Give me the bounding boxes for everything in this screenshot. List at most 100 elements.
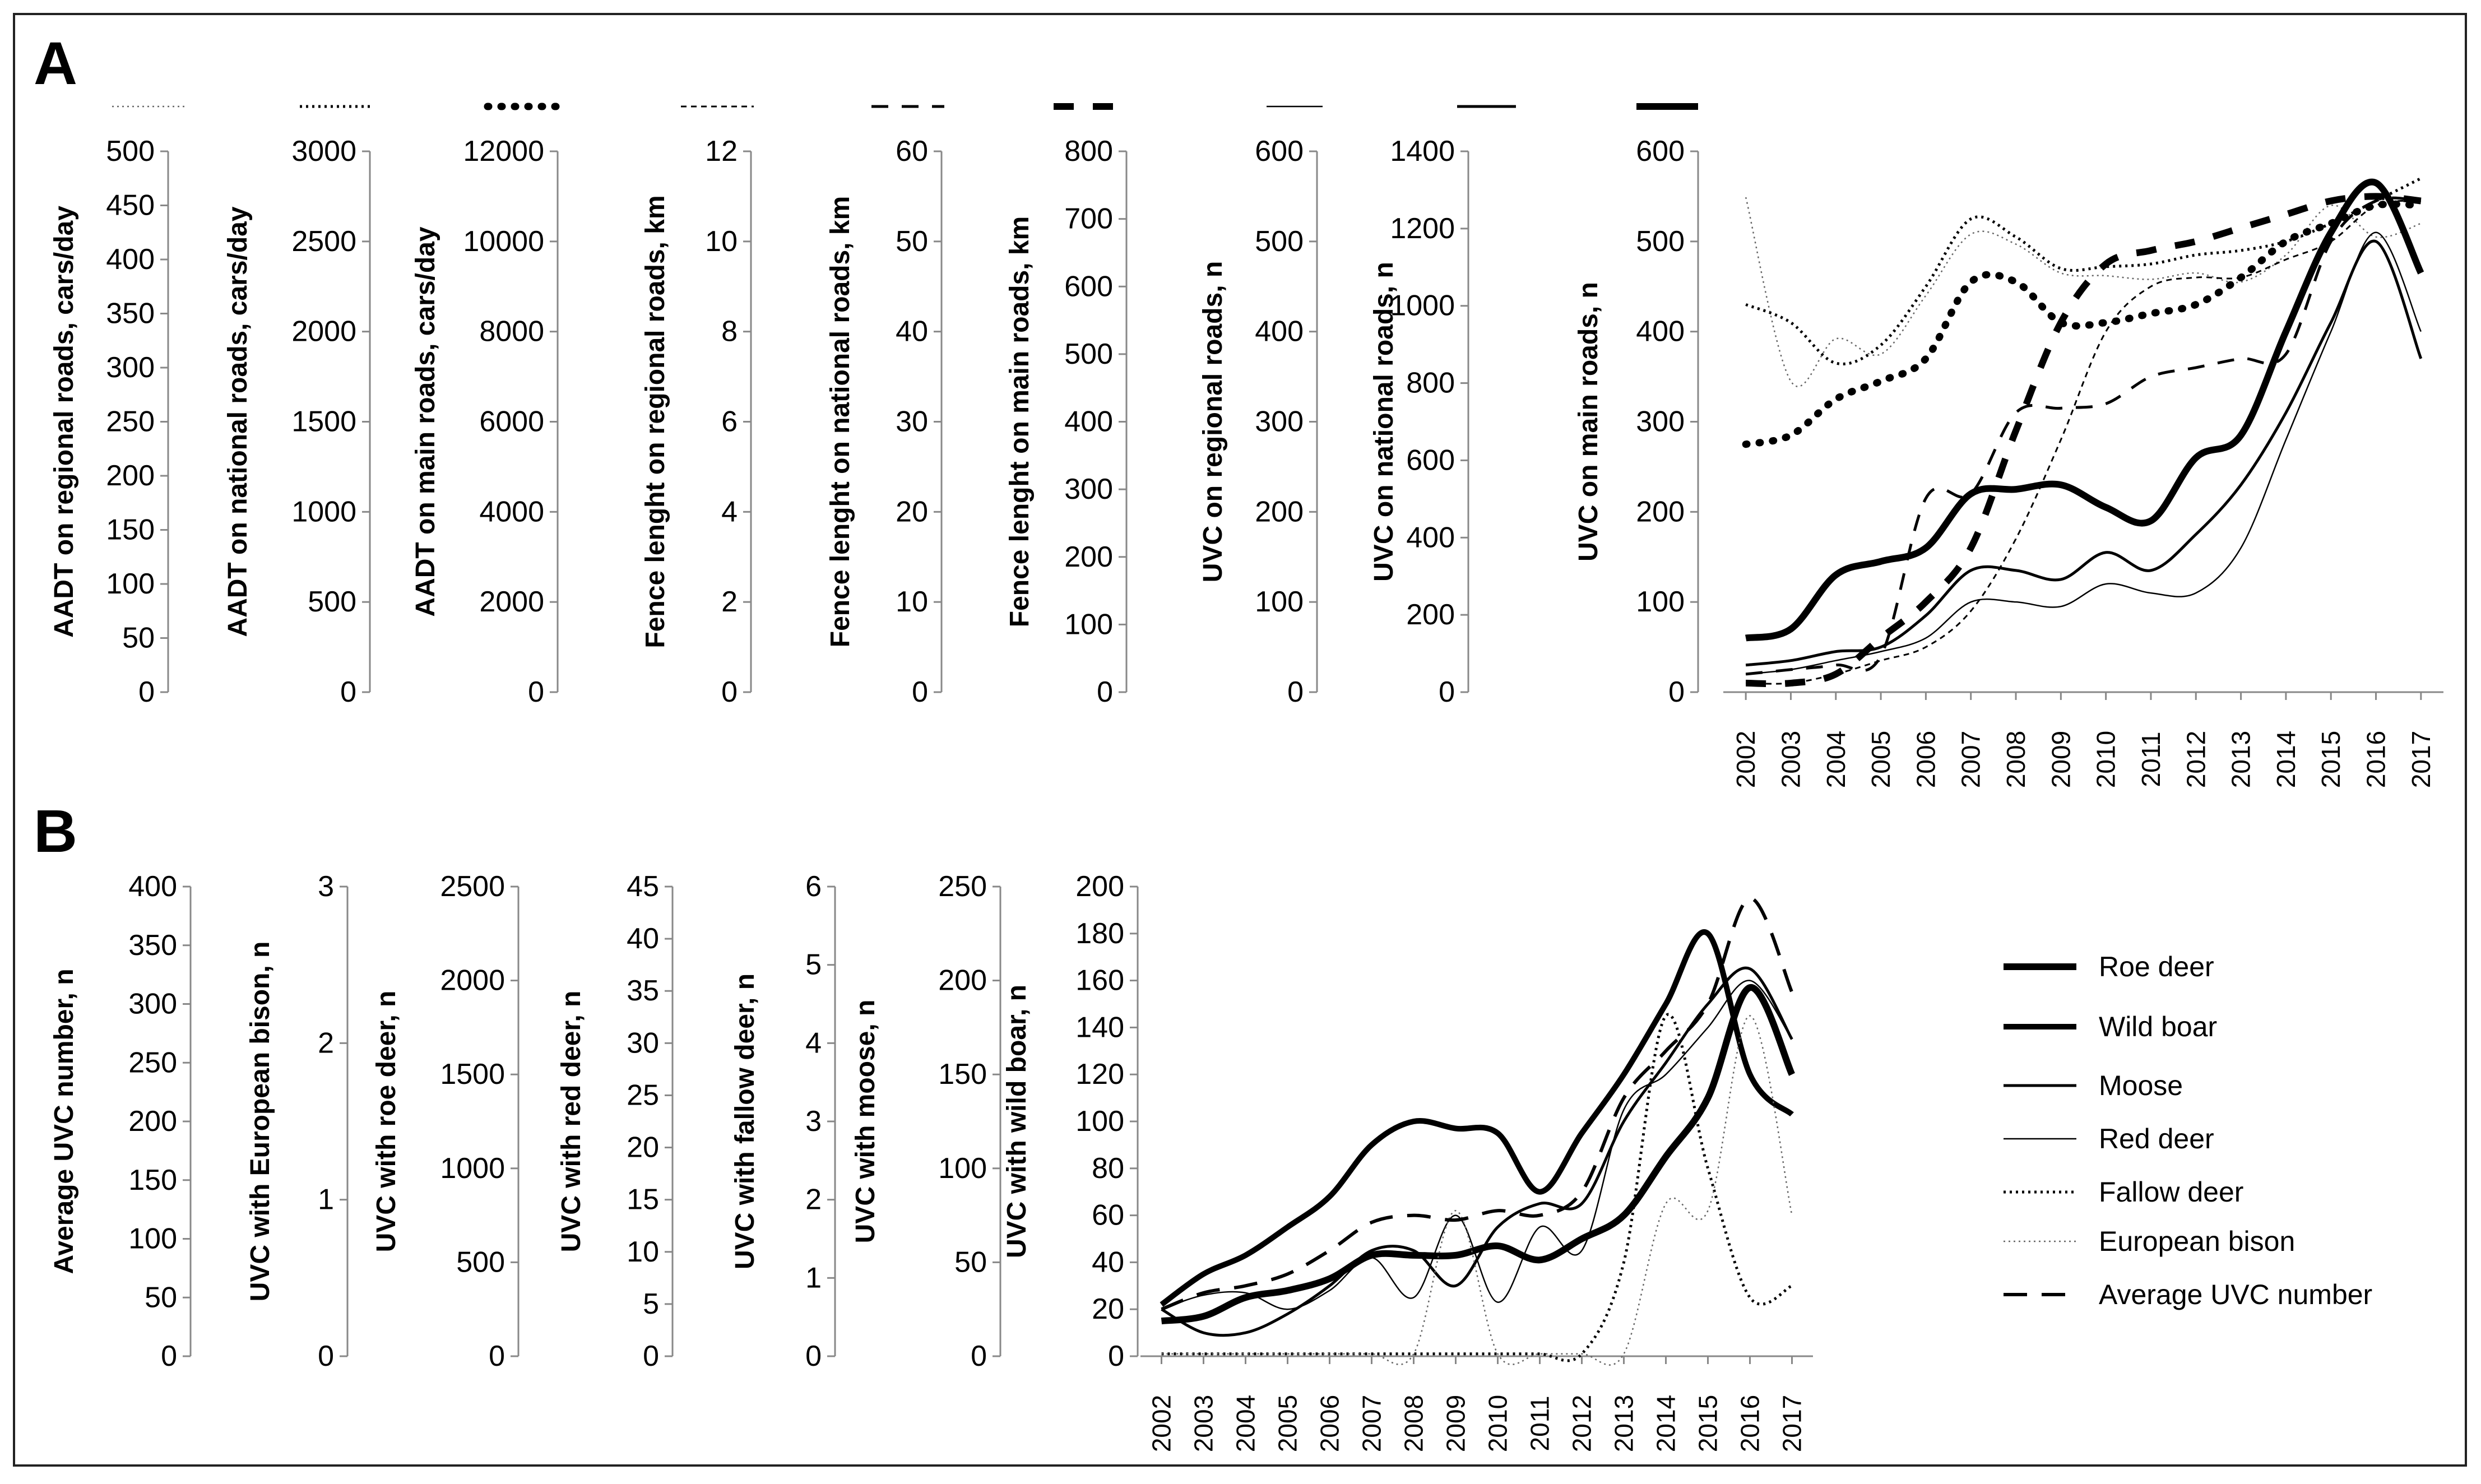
- tick-label: 0: [528, 676, 544, 708]
- tick-label: 1: [805, 1262, 822, 1294]
- tick-label: 8: [721, 316, 738, 348]
- x-tick-label: 2009: [1441, 1395, 1471, 1452]
- x-tick-label: 2006: [1315, 1395, 1344, 1452]
- tick-label: 400: [1406, 521, 1455, 554]
- tick-label: 0: [912, 676, 928, 708]
- tick-label: 0: [161, 1340, 177, 1372]
- x-tick-label: 2009: [2046, 731, 2075, 788]
- tick-label: 500: [106, 135, 155, 168]
- tick-label: 400: [106, 243, 155, 276]
- tick-label: 600: [1406, 444, 1455, 476]
- x-tick-label: 2005: [1273, 1395, 1302, 1452]
- panel-b-axis-6-label: UVC with moose, n: [851, 1000, 880, 1244]
- tick-label: 250: [106, 406, 155, 438]
- tick-label: 200: [1406, 599, 1455, 631]
- x-tick-label: 2007: [1357, 1395, 1386, 1452]
- x-tick-label: 2003: [1189, 1395, 1218, 1452]
- tick-label: 40: [1092, 1246, 1124, 1278]
- tick-label: 250: [938, 870, 987, 903]
- legend-label: Fallow deer: [2099, 1176, 2243, 1208]
- panel-b-axis-3-label: UVC with roe deer, n: [372, 991, 401, 1253]
- legend-label: Wild boar: [2099, 1011, 2217, 1042]
- x-tick-label: 2002: [1731, 731, 1760, 788]
- series-line-uvc-on-regional-roads-n: [1746, 231, 2422, 675]
- tick-label: 1000: [440, 1152, 505, 1185]
- tick-label: 0: [1439, 676, 1455, 708]
- tick-label: 150: [128, 1164, 177, 1197]
- panel-a-axis-2: 0 500 1000 1500 2000 2500 3000 AADT on national…: [223, 105, 371, 708]
- tick-label: 3: [805, 1105, 822, 1138]
- tick-label: 1200: [1390, 212, 1455, 245]
- legend-label: Moose: [2099, 1070, 2183, 1101]
- x-tick-label: 2015: [2316, 731, 2345, 788]
- tick-label: 500: [308, 586, 356, 618]
- tick-label: 600: [1064, 270, 1113, 303]
- series-line-fence-lenght-on-regional-roads-km: [1746, 200, 2421, 685]
- tick-label: 200: [938, 964, 987, 997]
- panel-b-axis-1-label: Average UVC number, n: [49, 968, 79, 1274]
- tick-label: 10: [896, 586, 928, 618]
- tick-label: 300: [128, 988, 177, 1021]
- x-tick-label: 2011: [2136, 732, 2165, 787]
- tick-label: 0: [805, 1340, 822, 1372]
- panel-b-axis-3: 0 500 1000 1500 2000 2500 UVC with roe deer, n: [372, 870, 520, 1372]
- legend-label: European bison: [2099, 1226, 2295, 1257]
- tick-label: 1400: [1390, 135, 1455, 168]
- tick-label: 2: [805, 1184, 822, 1216]
- tick-label: 250: [128, 1046, 177, 1079]
- tick-label: 2: [318, 1027, 334, 1059]
- tick-label: 6: [805, 870, 822, 903]
- tick-label: 30: [896, 406, 928, 438]
- tick-label: 6000: [479, 406, 544, 438]
- panel-a-axis-2-label: AADT on national roads, cars/day: [223, 206, 253, 637]
- tick-label: 0: [1108, 1340, 1124, 1372]
- tick-label: 100: [938, 1152, 987, 1185]
- tick-label: 450: [106, 189, 155, 222]
- tick-label: 400: [1255, 316, 1304, 348]
- tick-label: 0: [971, 1340, 987, 1372]
- x-tick-label: 2002: [1147, 1395, 1176, 1452]
- tick-label: 200: [1075, 870, 1124, 903]
- panel-a-axis-8: 0 200 400 600 800 1000 1200 1400 UVC on national…: [1369, 105, 1516, 708]
- tick-label: 2000: [479, 586, 544, 618]
- panel-b-axis-5: 0 1 2 3 4 5 6 UVC with fallow deer, n: [730, 870, 836, 1372]
- legend-item-fallow-deer: Fallow deer: [2004, 1176, 2243, 1208]
- x-tick-label: 2014: [1652, 1395, 1681, 1452]
- tick-label: 0: [489, 1340, 505, 1372]
- tick-label: 40: [896, 316, 928, 348]
- tick-label: 500: [1255, 225, 1304, 258]
- tick-label: 200: [1255, 495, 1304, 528]
- legend-item-moose: Moose: [2004, 1070, 2183, 1101]
- tick-label: 100: [106, 568, 155, 600]
- panel-b-label: B: [34, 797, 77, 865]
- tick-label: 5: [643, 1288, 659, 1320]
- x-tick-label: 2010: [1483, 1395, 1513, 1452]
- tick-label: 200: [1064, 541, 1113, 573]
- tick-label: 200: [1636, 495, 1685, 528]
- tick-label: 1000: [291, 495, 356, 528]
- x-tick-label: 2003: [1776, 731, 1805, 788]
- panel-a-axis-5: 0 10 20 30 40 50 60 Fence lenght on national ro…: [826, 105, 944, 708]
- tick-label: 45: [627, 870, 659, 903]
- tick-label: 0: [138, 676, 155, 708]
- series-line-european-bison: [1161, 1015, 1793, 1366]
- tick-label: 300: [1636, 406, 1685, 438]
- tick-label: 140: [1075, 1011, 1124, 1044]
- x-tick-label: 2014: [2271, 731, 2301, 788]
- tick-label: 0: [721, 676, 738, 708]
- tick-label: 600: [1636, 135, 1685, 168]
- tick-label: 10000: [463, 225, 544, 258]
- series-line-red-deer: [1161, 980, 1793, 1310]
- panel-b-axis-2-label: UVC with European bison, n: [245, 942, 275, 1302]
- tick-label: 1500: [440, 1058, 505, 1091]
- tick-label: 180: [1075, 917, 1124, 950]
- tick-label: 60: [896, 135, 928, 168]
- tick-label: 1: [318, 1184, 334, 1216]
- series-line-wild-boar: [1160, 929, 1794, 1307]
- tick-label: 8000: [479, 316, 544, 348]
- panel-a-axis-1-label: AADT on regional roads, cars/day: [49, 206, 79, 638]
- panel-b-axis-7: 0 20 40 60 80 100 120 140 160 180 200 UVC with wild…: [1002, 870, 1139, 1372]
- panel-a-axis-1: 0 50 100 150 200 250 300 350 400 450 500 AADT on re…: [49, 105, 185, 708]
